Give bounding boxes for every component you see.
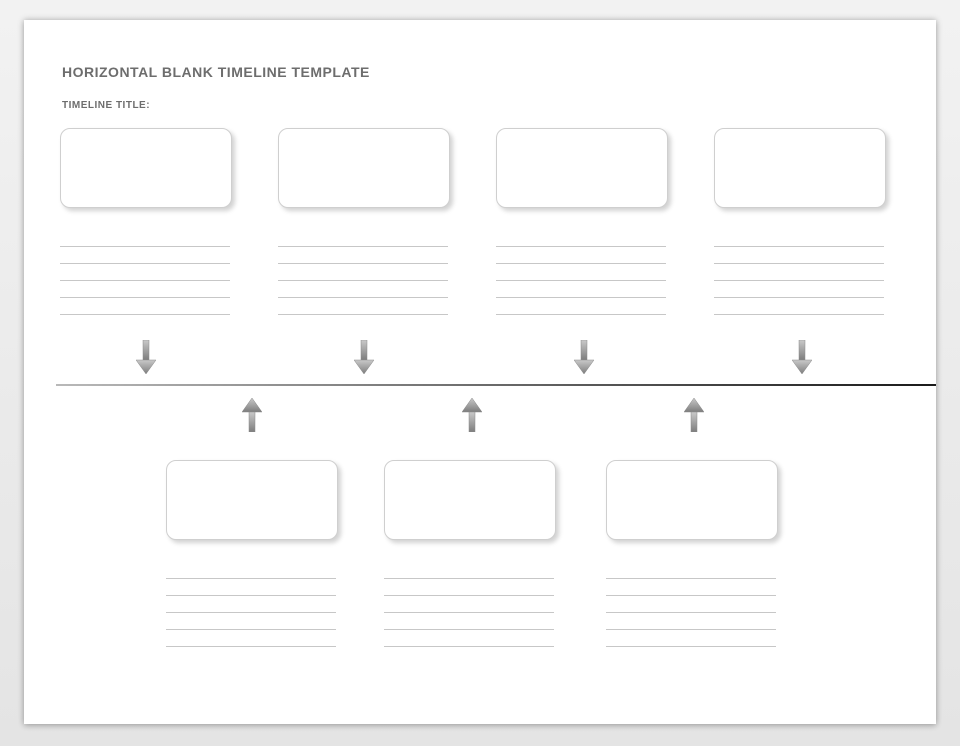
write-line xyxy=(166,579,336,596)
write-line xyxy=(60,230,230,247)
write-line xyxy=(60,247,230,264)
top-lines-2[interactable] xyxy=(496,230,666,315)
top-lines-0[interactable] xyxy=(60,230,230,315)
write-line xyxy=(714,247,884,264)
write-line xyxy=(714,264,884,281)
write-line xyxy=(60,298,230,315)
write-line xyxy=(166,596,336,613)
write-line xyxy=(496,230,666,247)
write-line xyxy=(606,579,776,596)
bottom-lines-1[interactable] xyxy=(384,562,554,647)
write-line xyxy=(60,264,230,281)
write-line xyxy=(384,613,554,630)
write-line xyxy=(278,247,448,264)
write-line xyxy=(714,298,884,315)
page-title: HORIZONTAL BLANK TIMELINE TEMPLATE xyxy=(62,64,370,80)
arrow-up-icon xyxy=(242,398,262,432)
template-sheet: HORIZONTAL BLANK TIMELINE TEMPLATE TIMEL… xyxy=(24,20,936,724)
timeline-axis xyxy=(56,384,936,386)
write-line xyxy=(166,613,336,630)
write-line xyxy=(714,230,884,247)
bottom-card-0[interactable] xyxy=(166,460,338,540)
write-line xyxy=(496,247,666,264)
write-line xyxy=(606,630,776,647)
write-line xyxy=(384,630,554,647)
write-line xyxy=(60,281,230,298)
top-card-2[interactable] xyxy=(496,128,668,208)
top-card-1[interactable] xyxy=(278,128,450,208)
bottom-lines-0[interactable] xyxy=(166,562,336,647)
write-line xyxy=(278,230,448,247)
top-lines-3[interactable] xyxy=(714,230,884,315)
write-line xyxy=(278,264,448,281)
bottom-lines-2[interactable] xyxy=(606,562,776,647)
arrow-down-icon xyxy=(136,340,156,374)
top-card-3[interactable] xyxy=(714,128,886,208)
write-line xyxy=(606,596,776,613)
timeline-title-label: TIMELINE TITLE: xyxy=(62,100,150,111)
arrow-down-icon xyxy=(792,340,812,374)
top-lines-1[interactable] xyxy=(278,230,448,315)
write-line xyxy=(606,613,776,630)
top-card-0[interactable] xyxy=(60,128,232,208)
arrow-down-icon xyxy=(574,340,594,374)
write-line xyxy=(496,281,666,298)
arrow-down-icon xyxy=(354,340,374,374)
arrow-up-icon xyxy=(462,398,482,432)
write-line xyxy=(278,298,448,315)
write-line xyxy=(166,630,336,647)
write-line xyxy=(714,281,884,298)
arrow-up-icon xyxy=(684,398,704,432)
write-line xyxy=(278,281,448,298)
write-line xyxy=(166,562,336,579)
write-line xyxy=(384,562,554,579)
bottom-card-2[interactable] xyxy=(606,460,778,540)
write-line xyxy=(606,562,776,579)
write-line xyxy=(384,596,554,613)
write-line xyxy=(496,264,666,281)
write-line xyxy=(384,579,554,596)
bottom-card-1[interactable] xyxy=(384,460,556,540)
write-line xyxy=(496,298,666,315)
